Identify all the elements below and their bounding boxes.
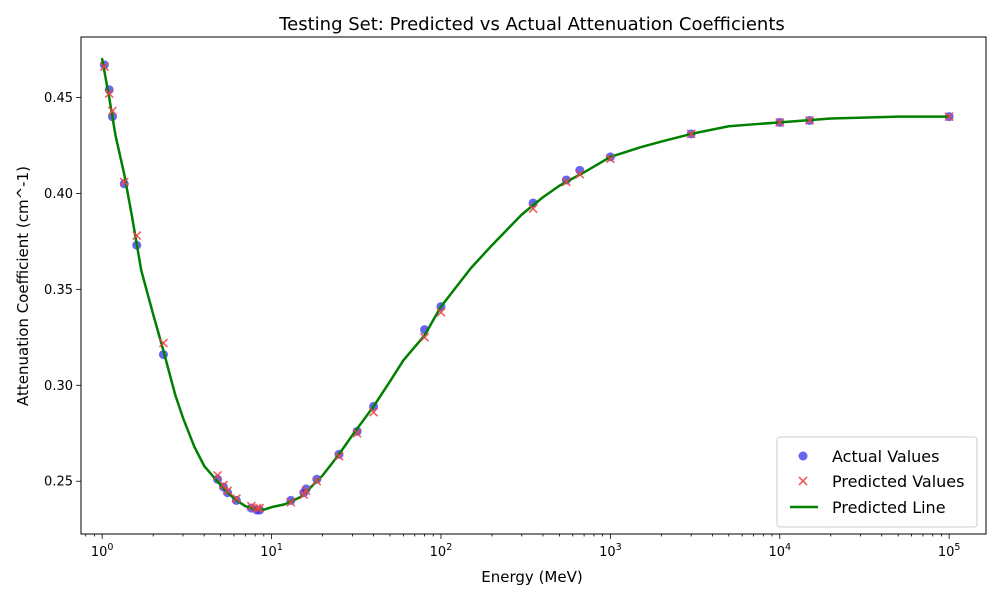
predicted-value-point [334, 451, 344, 461]
plot-area [99, 57, 954, 515]
predicted-value-point [213, 470, 223, 481]
predicted-value-point [107, 106, 118, 116]
x-axis: 100 101 102 103 104 105 [85, 534, 961, 560]
predicted-value-point [575, 169, 585, 179]
predicted-value-point [775, 117, 785, 127]
predicted-value-point [252, 503, 262, 513]
predicted-value-point [99, 62, 109, 72]
predicted-value-point [805, 115, 815, 126]
predicted-value-point [528, 204, 538, 214]
predicted-value-point [158, 338, 169, 348]
predicted-value-point [132, 231, 142, 241]
y-tick-label: 0.25 [44, 475, 73, 490]
legend-label-actual: Actual Values [832, 447, 939, 466]
legend-box [776, 436, 978, 528]
legend: Actual Values Predicted Values Predicted… [776, 436, 978, 528]
predicted-value-point [301, 486, 311, 496]
y-axis-title: Attenuation Coefficient (cm^-1) [14, 166, 32, 406]
predicted-value-point [944, 112, 954, 122]
predicted-value-point [255, 503, 265, 513]
predicted-value-point [686, 129, 696, 139]
x-axis-title: Energy (MeV) [481, 568, 582, 586]
predicted-value-point [312, 476, 322, 486]
predicted-value-point [419, 332, 430, 342]
y-tick-label: 0.45 [44, 91, 73, 106]
predicted-value-point [286, 497, 296, 507]
x-tick-label: 102 [430, 542, 453, 560]
y-tick-label: 0.35 [44, 283, 73, 298]
predicted-value-point [561, 177, 571, 187]
predicted-value-point [119, 177, 129, 187]
x-tick-label: 100 [91, 542, 114, 560]
legend-marker-actual [798, 451, 808, 461]
predicted-value-point [436, 307, 446, 317]
legend-label-predicted: Predicted Values [832, 472, 964, 491]
actual-value-point [528, 198, 538, 208]
axes-frame [80, 36, 987, 535]
predicted-value-point [218, 480, 229, 490]
predicted-value-point [605, 154, 615, 164]
legend-label-line: Predicted Line [832, 498, 946, 517]
predicted-value-point [368, 407, 379, 417]
y-tick-label: 0.40 [44, 187, 73, 202]
chart-title: Testing Set: Predicted vs Actual Attenua… [278, 14, 785, 35]
predicted-line [100, 57, 951, 511]
x-tick-label: 103 [599, 542, 622, 560]
predicted-value-point [246, 501, 256, 511]
predicted-value-point [231, 493, 241, 504]
y-tick-label: 0.30 [44, 379, 73, 394]
x-tick-label: 104 [768, 542, 791, 560]
predicted-value-point [223, 486, 233, 496]
predicted-value-point [104, 89, 114, 99]
predicted-value-point [352, 428, 362, 438]
actual-value-point [312, 474, 322, 484]
x-tick-label: 105 [938, 542, 961, 560]
x-tick-label: 101 [260, 542, 283, 560]
y-axis: 0.25 0.30 0.35 0.40 0.45 [44, 91, 81, 490]
legend-marker-predicted [798, 476, 808, 486]
